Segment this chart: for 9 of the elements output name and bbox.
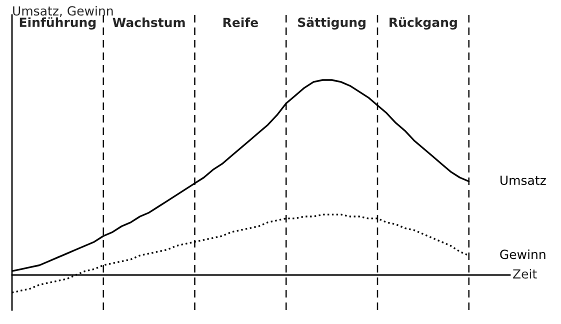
x-tick-label: Reife [223,17,258,28]
x-tick-label: Rückgang [390,17,457,30]
x-axis-title: Zeit [513,268,537,279]
x-tick-label: Sättigung [298,17,366,30]
text: Umsatz [500,176,546,186]
y-axis-title: Umsatz, Gewinn [13,6,113,17]
text: Gewinn [500,249,546,260]
x-tick-label: Wachstum [112,17,185,28]
x-tick-label: Einführung [20,17,96,30]
